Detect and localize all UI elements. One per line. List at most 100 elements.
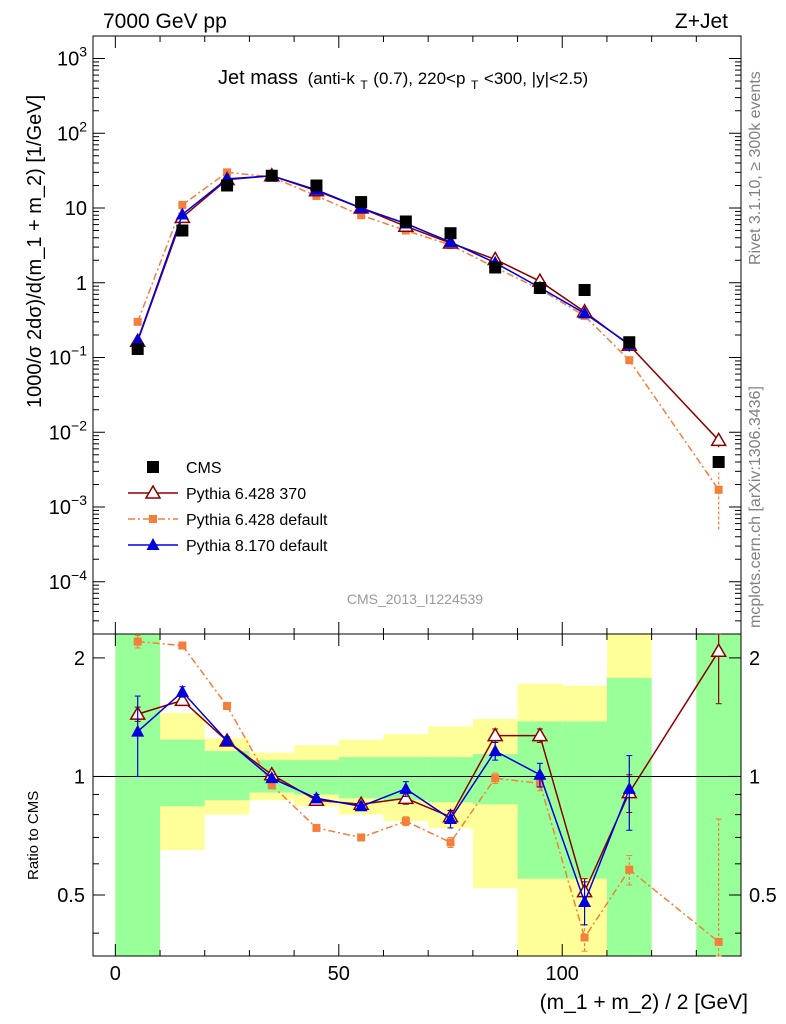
data-point <box>310 179 323 192</box>
main-y-tick-label: 10−1 <box>49 343 87 370</box>
uncertainty-band-green <box>428 757 473 803</box>
data-point <box>578 283 591 296</box>
uncertainty-band-green <box>160 739 205 807</box>
ratio-y-tick-label: 0.5 <box>57 885 85 907</box>
ratio-series-pythia-8-170-default <box>131 684 636 926</box>
data-point <box>444 235 458 248</box>
ratio-point <box>625 865 634 874</box>
plot-title-sub-2: T <box>471 78 479 92</box>
ratio-y-axis-label: Ratio to CMS <box>25 791 42 880</box>
series-line <box>136 175 630 345</box>
data-point <box>533 282 546 295</box>
series-pythia-6-428-370 <box>129 167 727 448</box>
legend-marker <box>144 484 162 499</box>
analysis-label: CMS_2013_I1224539 <box>347 591 483 607</box>
header-right-label: Z+Jet <box>675 10 728 33</box>
series-cms <box>131 169 725 468</box>
plot-title-detail-1: (anti-k <box>308 69 356 88</box>
main-y-axis-label: 1000/σ 2dσ)/d(m_1 + m_2) [1/GeV] <box>24 95 46 408</box>
ratio-series-pythia-6-428-default <box>133 634 723 957</box>
data-point <box>131 342 144 355</box>
data-point <box>176 224 189 237</box>
data-point <box>710 431 727 447</box>
legend: CMS Pythia 6.428 370 Pythia 6.428 default P… <box>128 460 328 555</box>
ratio-point <box>399 781 413 794</box>
main-y-tick-label: 102 <box>57 118 87 145</box>
ratio-point <box>401 817 410 826</box>
rivet-version-label: Rivet 3.1.10, ≥ 300k events <box>747 71 764 265</box>
legend-label: Pythia 8.170 default <box>186 538 328 555</box>
ratio-y-tick-label-right: 1 <box>749 766 760 788</box>
ratio-point <box>578 894 592 907</box>
legend-marker <box>146 538 160 550</box>
data-point <box>444 227 457 240</box>
ratio-y-tick-label-right: 0.5 <box>749 885 777 907</box>
data-point <box>133 317 142 326</box>
plot-title-detail-3: <300, |y|<2.5) <box>484 69 588 88</box>
legend-label: Pythia 6.428 370 <box>186 486 306 503</box>
ratio-point <box>174 691 191 707</box>
series-line <box>136 175 720 441</box>
plot-title-detail-2: (0.7), 220<p <box>373 69 465 88</box>
ratio-point <box>354 799 368 812</box>
data-point <box>357 211 366 220</box>
data-point <box>399 215 412 228</box>
ratio-point <box>131 724 145 737</box>
ratio-point <box>533 767 547 780</box>
main-y-tick-label: 10−4 <box>49 567 87 594</box>
ratio-y-tick-label: 2 <box>74 648 85 670</box>
ratio-point <box>220 734 234 747</box>
data-point <box>625 356 634 365</box>
ratio-point <box>133 637 142 646</box>
plot-title-sub-1: T <box>360 78 368 92</box>
ratio-point <box>312 823 321 832</box>
ratio-point <box>175 684 189 697</box>
data-point <box>221 179 234 192</box>
legend-label: Pythia 6.428 default <box>186 512 328 529</box>
plot-title-main: Jet mass <box>218 67 298 89</box>
main-y-tick-label: 10 <box>65 198 87 220</box>
ratio-point <box>309 791 323 804</box>
ratio-y-tick-label: 1 <box>74 766 85 788</box>
legend-marker <box>147 461 159 473</box>
data-point <box>355 196 368 209</box>
ratio-point <box>622 781 636 794</box>
ratio-point <box>488 744 502 757</box>
ratio-y-tick-label-right: 2 <box>749 648 760 670</box>
data-point <box>178 200 187 209</box>
main-y-tick-label: 10−2 <box>49 417 87 444</box>
ratio-point <box>357 833 366 842</box>
data-point <box>175 207 189 220</box>
data-point <box>623 336 636 349</box>
mcplots-label: mcplots.cern.ch [arXiv:1306.3436] <box>747 386 764 628</box>
data-point <box>578 306 592 319</box>
ratio-point <box>397 789 415 805</box>
data-point <box>265 169 278 182</box>
series-line <box>136 171 720 491</box>
data-point <box>712 455 725 468</box>
x-tick-label: 50 <box>328 963 350 985</box>
uncertainty-band-green <box>204 751 250 801</box>
ratio-point <box>491 774 500 783</box>
uncertainty-band-green <box>562 721 607 879</box>
plot-title: Jet mass (anti-k T (0.7), 220<p T <300, … <box>218 67 588 94</box>
uncertainty-band-green <box>115 634 161 956</box>
ratio-point <box>444 811 458 824</box>
main-y-tick-label: 10−3 <box>49 492 87 519</box>
ratio-point <box>714 937 723 946</box>
data-point <box>489 261 502 274</box>
ratio-point <box>267 781 276 790</box>
uncertainty-band-green <box>517 721 563 879</box>
ratio-point <box>446 838 455 847</box>
ratio-plot-frame <box>92 633 742 957</box>
ratio-point <box>580 933 589 942</box>
main-y-tick-label: 1 <box>76 273 87 295</box>
x-tick-label: 100 <box>546 963 579 985</box>
uncertainty-band-green <box>294 760 339 795</box>
ratio-point <box>531 727 549 742</box>
header-left-label: 7000 GeV pp <box>103 10 227 33</box>
main-y-tick-label: 103 <box>57 44 87 71</box>
ratio-point <box>486 727 504 742</box>
data-point <box>714 485 723 494</box>
